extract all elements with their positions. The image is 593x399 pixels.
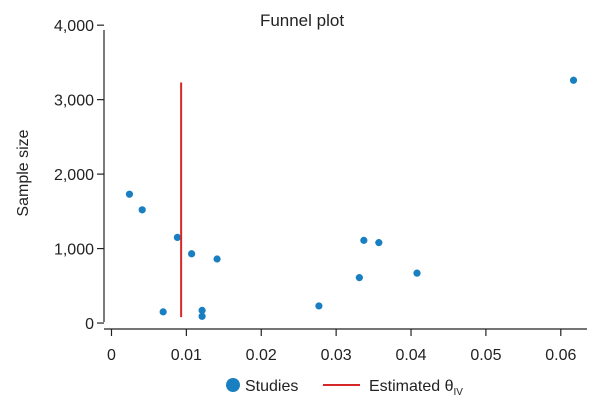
study-point: [569, 76, 578, 84]
study-point: [375, 239, 383, 247]
study-point: [125, 190, 134, 198]
x-tick-label: 0.01: [171, 347, 202, 364]
study-point: [213, 255, 221, 263]
x-tick-label: 0.06: [545, 347, 576, 364]
y-tick-label: 4,000: [54, 18, 94, 35]
legend: Studies Estimated θIV: [226, 378, 463, 398]
legend-estimate-text: Estimated θ: [369, 378, 454, 395]
study-point: [355, 274, 363, 282]
plot-area: [125, 76, 578, 320]
y-tick-label: 3,000: [54, 93, 94, 110]
x-tick-label: 0.05: [470, 347, 501, 364]
study-point: [360, 236, 368, 244]
y-tick-label: 2,000: [54, 167, 94, 184]
y-axis: 0 1,000 2,000 3,000 4,000: [54, 18, 105, 333]
x-tick-label: 0: [107, 347, 116, 364]
legend-studies-label: Studies: [245, 378, 298, 395]
study-point: [138, 206, 146, 214]
study-point: [315, 302, 323, 310]
y-tick-label: 1,000: [54, 242, 94, 259]
study-point: [173, 233, 181, 242]
y-axis-label: Sample size: [15, 129, 32, 216]
x-axis: 0 0.01 0.02 0.03 0.04 0.05 0.06: [104, 328, 587, 364]
study-point: [413, 269, 421, 277]
x-tick-label: 0.02: [246, 347, 277, 364]
legend-estimate-subscript: IV: [453, 387, 463, 398]
study-point: [198, 306, 206, 314]
legend-studies-marker: [226, 378, 240, 392]
y-tick-label: 0: [85, 316, 94, 333]
chart-title: Funnel plot: [260, 11, 344, 30]
x-tick-label: 0.03: [321, 347, 352, 364]
study-point: [188, 250, 196, 258]
x-tick-label: 0.04: [395, 347, 426, 364]
study-point: [198, 312, 206, 320]
study-point: [159, 308, 167, 316]
legend-estimate-label: Estimated θIV: [369, 378, 463, 398]
